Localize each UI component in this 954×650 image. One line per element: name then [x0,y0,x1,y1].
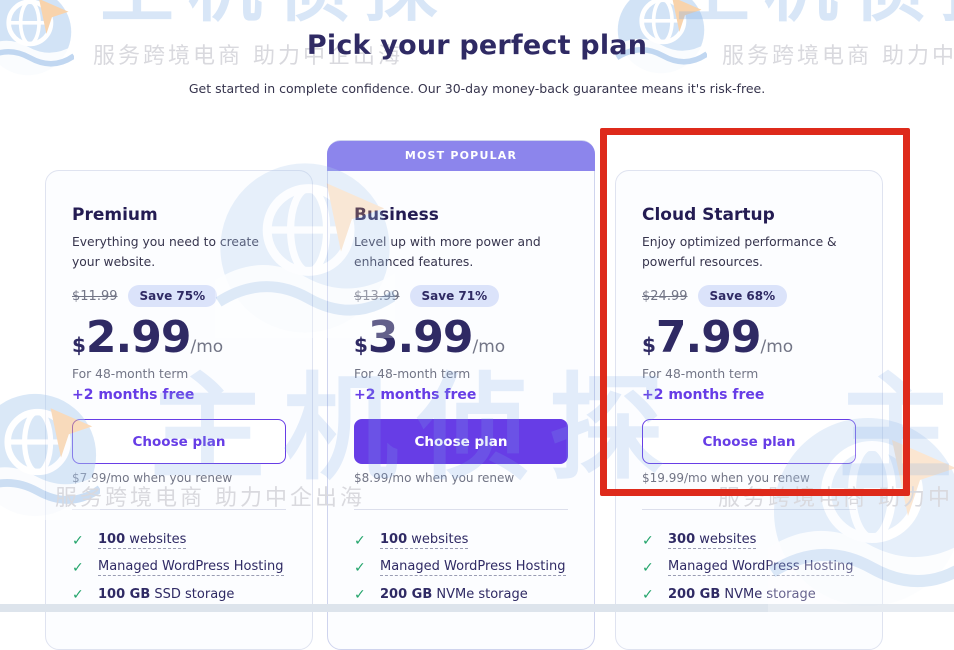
header: Pick your perfect plan Get started in co… [0,0,954,96]
currency-symbol: $ [354,333,368,357]
term-label: For 48-month term [642,367,759,381]
feature-text[interactable]: 300 websites [668,532,757,549]
feature-list: ✓ 100 websites ✓ Managed WordPress Hosting ✓… [72,527,286,608]
plan-price: $3.99/mo [354,312,568,364]
save-badge: Save 75% [127,285,218,307]
feature-text: 200 GB NVMe storage [668,587,816,602]
check-icon: ✓ [642,559,654,576]
price-badge-row: $11.99 Save 75% [72,285,286,307]
feature-text[interactable]: 100 websites [380,532,469,549]
old-price: $24.99 [642,288,688,304]
page-bottom-band [0,604,954,612]
plan-description: Everything you need to create your websi… [72,235,259,269]
save-badge: Save 71% [409,285,500,307]
check-icon: ✓ [72,559,84,576]
feature-text[interactable]: Managed WordPress Hosting [380,559,566,576]
feature-text[interactable]: Managed WordPress Hosting [668,559,854,576]
price-period: /mo [760,337,794,357]
price-badge-row: $13.99 Save 71% [354,285,568,307]
check-icon: ✓ [642,586,654,603]
feature-item: ✓ Managed WordPress Hosting [642,554,856,581]
price-period: /mo [472,337,506,357]
most-popular-banner: MOST POPULAR [327,141,595,171]
bonus-months-label: +2 months free [72,387,195,403]
plan-name: Business [354,205,439,225]
check-icon: ✓ [72,532,84,549]
renewal-price-label: $19.99/mo when you renew [642,471,810,485]
feature-item: ✓ 300 websites [642,527,856,554]
renewal-price-label: $8.99/mo when you renew [354,471,515,485]
check-icon: ✓ [354,532,366,549]
plan-price: $2.99/mo [72,312,286,364]
feature-item: ✓ 100 websites [354,527,568,554]
bonus-months-label: +2 months free [354,387,477,403]
price-amount: 3.99 [367,312,474,363]
plan-card-body: Business Level up with more power and en… [328,171,594,649]
feature-text: 100 GB SSD storage [98,587,235,602]
divider [72,509,286,510]
plan-name: Premium [72,205,158,225]
currency-symbol: $ [72,333,86,357]
plan-card-body: Premium Everything you need to create yo… [46,171,312,649]
check-icon: ✓ [642,532,654,549]
choose-plan-button[interactable]: Choose plan [354,419,568,464]
divider [354,509,568,510]
plan-name: Cloud Startup [642,205,775,225]
price-amount: 7.99 [655,312,762,363]
feature-item: ✓ Managed WordPress Hosting [72,554,286,581]
choose-plan-button[interactable]: Choose plan [72,419,286,464]
old-price: $13.99 [354,288,400,304]
page-title: Pick your perfect plan [306,30,648,61]
feature-text: 200 GB NVMe storage [380,587,528,602]
plan-card-body: Cloud Startup Enjoy optimized performanc… [616,171,882,649]
check-icon: ✓ [354,586,366,603]
check-icon: ✓ [72,586,84,603]
feature-item: ✓ 200 GB NVMe storage [354,581,568,608]
page-subtitle: Get started in complete confidence. Our … [188,81,766,96]
feature-list: ✓ 100 websites ✓ Managed WordPress Hosting ✓… [354,527,568,608]
plan-card: Cloud Startup Enjoy optimized performanc… [615,170,883,650]
bonus-months-label: +2 months free [642,387,765,403]
plan-card: Premium Everything you need to create yo… [45,170,313,650]
term-label: For 48-month term [354,367,471,381]
save-badge: Save 68% [697,285,788,307]
renewal-price-label: $7.99/mo when you renew [72,471,233,485]
currency-symbol: $ [642,333,656,357]
price-amount: 2.99 [85,312,192,363]
check-icon: ✓ [354,559,366,576]
divider [642,509,856,510]
feature-item: ✓ 100 GB SSD storage [72,581,286,608]
term-label: For 48-month term [72,367,189,381]
feature-text[interactable]: Managed WordPress Hosting [98,559,284,576]
price-badge-row: $24.99 Save 68% [642,285,856,307]
plan-description: Enjoy optimized performance & powerful r… [642,235,837,269]
plan-description: Level up with more power and enhanced fe… [354,235,541,269]
old-price: $11.99 [72,288,118,304]
feature-item: ✓ 100 websites [72,527,286,554]
plan-card: MOST POPULAR Business Level up with more… [327,140,595,650]
feature-item: ✓ Managed WordPress Hosting [354,554,568,581]
feature-list: ✓ 300 websites ✓ Managed WordPress Hosting ✓… [642,527,856,608]
price-period: /mo [190,337,224,357]
plan-price: $7.99/mo [642,312,856,364]
feature-text[interactable]: 100 websites [98,532,187,549]
choose-plan-button[interactable]: Choose plan [642,419,856,464]
